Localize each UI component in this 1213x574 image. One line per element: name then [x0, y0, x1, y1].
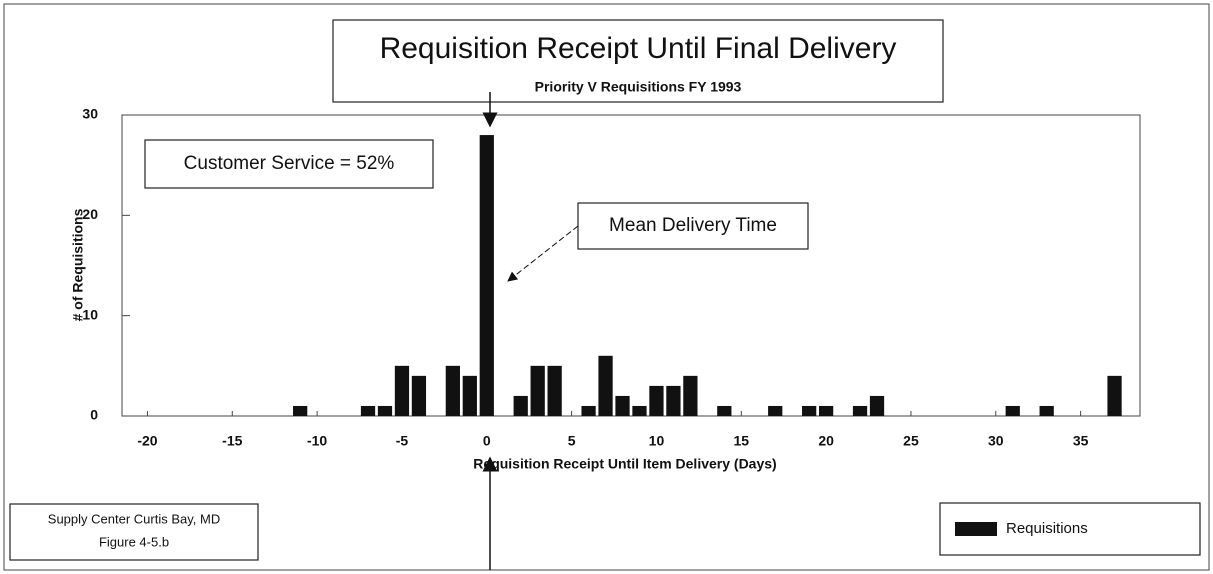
bar: [1039, 405, 1054, 416]
bar: [462, 375, 477, 416]
bar: [293, 405, 308, 416]
bar: [360, 405, 376, 416]
legend-swatch: [955, 522, 997, 536]
bar: [768, 405, 783, 416]
bar: [530, 365, 545, 416]
bar: [479, 135, 494, 417]
x-tick-label: -15: [222, 433, 242, 449]
bar: [598, 355, 613, 416]
bar: [632, 405, 647, 416]
x-tick-label: -10: [307, 433, 327, 449]
bar: [1005, 405, 1020, 416]
x-tick-label: 0: [483, 433, 491, 449]
y-tick-label: 30: [82, 106, 98, 122]
bar: [377, 405, 393, 416]
x-tick-label: -5: [396, 433, 409, 449]
annotation-box: [144, 139, 434, 189]
bar: [581, 405, 596, 416]
x-axis-label: Requisition Receipt Until Item Delivery …: [473, 456, 776, 472]
chart-subtitle: Priority V Requisitions FY 1993: [535, 79, 742, 95]
bar: [1107, 375, 1122, 416]
bar: [394, 365, 410, 416]
y-tick-label: 20: [82, 206, 98, 222]
bar: [547, 365, 562, 416]
bar: [869, 395, 885, 416]
footer-box: [9, 503, 259, 561]
x-tick-label: 15: [733, 433, 749, 449]
x-tick-label: 10: [649, 433, 665, 449]
frame: [3, 3, 1210, 571]
x-tick-label: -20: [137, 433, 157, 449]
bar: [615, 395, 630, 416]
bar: [852, 405, 868, 416]
bar: [649, 385, 664, 416]
x-tick-label: 25: [903, 433, 919, 449]
bar: [683, 375, 698, 416]
x-tick-label: 5: [568, 433, 576, 449]
footer: Figure 4-5.b: [99, 534, 169, 549]
bar: [513, 395, 528, 416]
title-box: [332, 19, 944, 103]
footer: Supply Center Curtis Bay, MD: [48, 511, 220, 526]
x-tick-label: 30: [988, 433, 1004, 449]
chart-title: Requisition Receipt Until Final Delivery: [380, 32, 897, 65]
y-tick-label: 10: [82, 306, 98, 322]
bar: [802, 405, 817, 416]
plot-area: [121, 114, 1141, 417]
bar: [411, 375, 427, 416]
x-tick-label: 35: [1073, 433, 1089, 449]
x-tick-label: 20: [818, 433, 834, 449]
annotation: Mean Delivery Time: [609, 215, 777, 236]
bar: [717, 405, 732, 416]
legend-label: Requisitions: [1006, 520, 1088, 537]
bar: [818, 405, 834, 416]
bar: [445, 365, 460, 416]
bar: [666, 385, 681, 416]
y-axis-label: # of Requisitions: [70, 208, 86, 321]
y-tick-label: 0: [90, 407, 98, 423]
annotation-box: [577, 202, 809, 250]
annotation: Customer Service = 52%: [184, 153, 395, 174]
arrow: [507, 225, 579, 282]
